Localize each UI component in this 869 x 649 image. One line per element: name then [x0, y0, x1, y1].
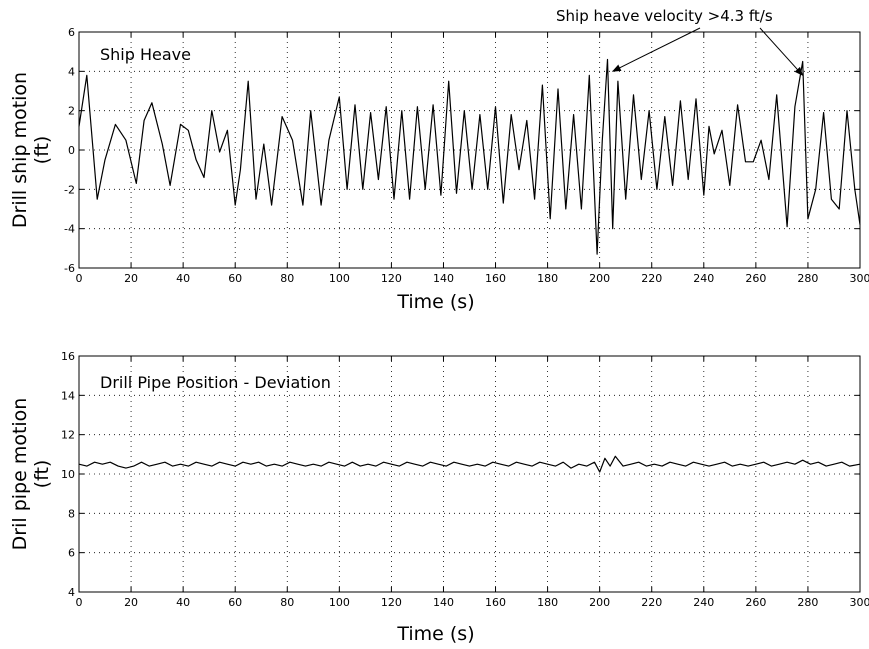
ship-heave-y-axis-label-line1: Drill ship motion — [9, 72, 31, 228]
ship-heave-y-tick-label: 6 — [68, 26, 75, 39]
ship-heave-x-ticks: 0 20 40 60 80 100 120 140 160 180 200 220 240 260 280 3… — [76, 32, 869, 285]
drill-pipe-x-tick-label: 220 — [641, 596, 662, 609]
drill-pipe-y-tick-label: 4 — [68, 586, 75, 599]
drill-pipe-x-ticks: 0 20 40 60 80 100 120 140 160 180 200 220 240 260 280 3… — [76, 356, 869, 609]
velocity-annotation-label: Ship heave velocity >4.3 ft/s — [556, 7, 773, 25]
ship-heave-y-tick-label: -2 — [64, 183, 75, 196]
drill-pipe-x-tick-label: 120 — [381, 596, 402, 609]
ship-heave-x-tick-label: 60 — [228, 272, 242, 285]
drill-pipe-y-tick-label: 14 — [61, 389, 75, 402]
drill-pipe-x-tick-label: 260 — [745, 596, 766, 609]
ship-heave-x-axis-label: Time (s) — [396, 291, 474, 313]
ship-heave-y-tick-label: -4 — [64, 223, 75, 236]
drill-pipe-x-tick-label: 80 — [280, 596, 294, 609]
drill-pipe-x-axis-label: Time (s) — [396, 623, 474, 645]
ship-heave-x-tick-label: 20 — [124, 272, 138, 285]
drill-pipe-x-tick-label: 100 — [329, 596, 350, 609]
ship-heave-x-tick-label: 300 — [850, 272, 869, 285]
ship-heave-x-tick-label: 40 — [176, 272, 190, 285]
drill-pipe-chart: 0 20 40 60 80 100 120 140 160 180 200 220 240 260 280 3… — [9, 350, 869, 645]
drill-pipe-title: Drill Pipe Position - Deviation — [100, 373, 331, 392]
drill-pipe-x-tick-label: 180 — [537, 596, 558, 609]
ship-heave-x-tick-label: 0 — [76, 272, 83, 285]
ship-heave-chart: 0 20 40 60 80 100 120 140 160 180 200 220 240 260 280 3… — [9, 7, 869, 313]
drill-pipe-x-tick-label: 160 — [485, 596, 506, 609]
ship-heave-y-tick-label: 4 — [68, 65, 75, 78]
ship-heave-y-tick-label: 0 — [68, 144, 75, 157]
ship-heave-x-tick-label: 180 — [537, 272, 558, 285]
ship-heave-x-tick-label: 200 — [589, 272, 610, 285]
drill-pipe-y-tick-label: 8 — [68, 507, 75, 520]
drill-pipe-y-tick-label: 16 — [61, 350, 75, 363]
drill-pipe-series-line — [78, 455, 861, 473]
drill-pipe-x-tick-label: 140 — [433, 596, 454, 609]
drill-pipe-x-tick-label: 240 — [693, 596, 714, 609]
ship-heave-series-line — [78, 58, 861, 255]
velocity-annotation-arrow-2 — [759, 27, 804, 76]
ship-heave-x-tick-label: 260 — [745, 272, 766, 285]
ship-heave-x-tick-label: 100 — [329, 272, 350, 285]
drill-pipe-x-tick-label: 280 — [797, 596, 818, 609]
ship-heave-x-tick-label: 220 — [641, 272, 662, 285]
ship-heave-y-tick-label: 2 — [68, 105, 75, 118]
ship-heave-y-ticks: -6 -4 -2 0 2 4 6 — [64, 26, 860, 275]
ship-heave-x-tick-label: 280 — [797, 272, 818, 285]
drill-pipe-x-tick-label: 300 — [850, 596, 869, 609]
drill-pipe-x-tick-label: 200 — [589, 596, 610, 609]
ship-heave-y-axis-label-line2: (ft) — [31, 136, 53, 165]
drill-pipe-y-axis-label-line1: Dril pipe motion — [9, 398, 31, 551]
ship-heave-x-tick-label: 140 — [433, 272, 454, 285]
ship-heave-x-tick-label: 160 — [485, 272, 506, 285]
ship-heave-x-tick-label: 80 — [280, 272, 294, 285]
drill-pipe-y-ticks: 4 6 8 10 12 14 16 — [61, 350, 860, 599]
ship-heave-x-tick-label: 120 — [381, 272, 402, 285]
ship-heave-y-tick-label: -6 — [64, 262, 75, 275]
velocity-annotation-arrow-1 — [611, 27, 701, 72]
drill-pipe-x-tick-label: 40 — [176, 596, 190, 609]
ship-heave-x-tick-label: 240 — [693, 272, 714, 285]
drill-pipe-y-axis-label-line2: (ft) — [31, 460, 53, 489]
drill-pipe-x-tick-label: 20 — [124, 596, 138, 609]
drill-pipe-y-tick-label: 6 — [68, 547, 75, 560]
ship-heave-grid — [79, 32, 860, 268]
drill-pipe-x-tick-label: 60 — [228, 596, 242, 609]
ship-heave-title: Ship Heave — [100, 45, 191, 64]
drill-pipe-grid — [79, 356, 860, 592]
drill-pipe-y-tick-label: 12 — [61, 429, 75, 442]
drill-pipe-x-tick-label: 0 — [76, 596, 83, 609]
drill-pipe-y-tick-label: 10 — [61, 468, 75, 481]
